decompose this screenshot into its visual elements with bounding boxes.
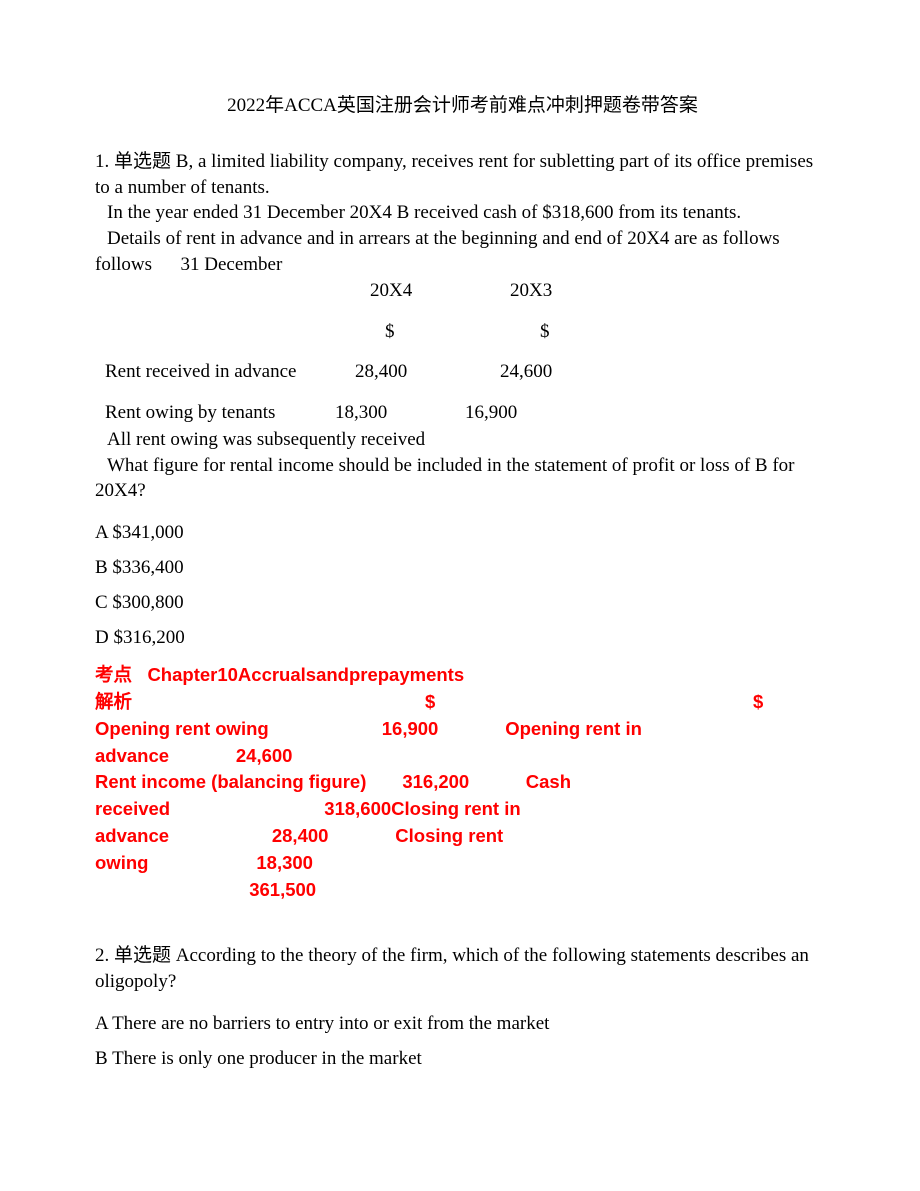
kaodian-line: 考点 Chapter10Accrualsandprepayments xyxy=(95,662,830,689)
q1-follows: follows xyxy=(95,254,181,275)
q1-option-c[interactable]: C $300,800 xyxy=(95,592,830,614)
q1-r2-label: Rent owing by tenants xyxy=(105,399,335,428)
q1-r2-c2: 16,900 xyxy=(455,399,585,428)
q1-stem1: B, a limited liability company, receives… xyxy=(95,151,813,198)
a2b: 24,600 xyxy=(236,745,293,766)
q2-option-b[interactable]: B There is only one producer in the mark… xyxy=(95,1048,830,1070)
q1-stem4: All rent owing was subsequently received xyxy=(95,427,830,453)
q1-prefix: 1. 单选题 xyxy=(95,151,176,172)
a2a: advance xyxy=(95,745,169,766)
q1-r1-c2: 24,600 xyxy=(475,358,620,387)
a3a: Rent income (balancing figure) xyxy=(95,771,366,792)
q1-r1-c1: 28,400 xyxy=(335,358,475,387)
answer-block: 考点 Chapter10Accrualsandprepayments 解析 $ … xyxy=(95,662,830,903)
a-line6: owing 18,300 xyxy=(95,850,830,877)
q1-stem5: What figure for rental income should be … xyxy=(95,453,830,504)
a-line4: received 318,600Closing rent in xyxy=(95,796,830,823)
a6a: owing xyxy=(95,852,148,873)
a1b: 16,900 xyxy=(382,718,439,739)
q1-cur2: $ xyxy=(505,318,660,347)
q1-currency-row: $ $ xyxy=(105,318,830,347)
a-line5: advance 28,400 Closing rent xyxy=(95,823,830,850)
q1-row2: Rent owing by tenants 18,300 16,900 xyxy=(105,399,830,428)
q1-h2: 20X3 xyxy=(490,277,630,306)
q1-table-header: 20X4 20X3 xyxy=(105,277,830,306)
q1-stem3b: 31 December xyxy=(181,254,283,275)
a3c: Cash xyxy=(526,771,571,792)
q1-stem3-wrap: Details of rent in advance and in arrear… xyxy=(95,226,830,252)
blank1 xyxy=(105,277,335,306)
q1-r2-c1: 18,300 xyxy=(335,399,455,428)
q1-option-d[interactable]: D $316,200 xyxy=(95,627,830,649)
q1-stem3b-wrap: follows 31 December xyxy=(95,252,830,278)
a4b: 318,600 xyxy=(324,798,391,819)
a1c: Opening rent in xyxy=(505,718,642,739)
q1-r1-label: Rent received in advance xyxy=(105,358,335,387)
q1-stem: 1. 单选题 B, a limited liability company, r… xyxy=(95,149,830,200)
q1-option-a[interactable]: A $341,000 xyxy=(95,522,830,544)
blank2 xyxy=(105,318,335,347)
dollar1: $ xyxy=(425,689,753,716)
q1-h1: 20X4 xyxy=(335,277,490,306)
q1-cur1: $ xyxy=(335,318,505,347)
q1-row1: Rent received in advance 28,400 24,600 xyxy=(105,358,830,387)
kaodian-label: 考点 xyxy=(95,664,132,685)
a-line2: advance 24,600 xyxy=(95,743,830,770)
a5c: Closing rent xyxy=(395,825,503,846)
dollar2: $ xyxy=(753,689,763,716)
jiexi-header: 解析 $ $ xyxy=(95,689,830,716)
q2-option-a[interactable]: A There are no barriers to entry into or… xyxy=(95,1013,830,1035)
a5a: advance xyxy=(95,825,169,846)
a-line3: Rent income (balancing figure) 316,200 C… xyxy=(95,769,830,796)
a4c: Closing rent in xyxy=(391,798,521,819)
page-title: 2022年ACCA英国注册会计师考前难点冲刺押题卷带答案 xyxy=(95,90,830,117)
a3b: 316,200 xyxy=(402,771,469,792)
a-line1: Opening rent owing 16,900 Opening rent i… xyxy=(95,716,830,743)
q2-stem-text: According to the theory of the firm, whi… xyxy=(95,945,809,992)
q1-stem3: Details of rent in advance and in arrear… xyxy=(107,228,780,249)
a7: 361,500 xyxy=(249,879,316,900)
q2-stem: 2. 单选题 According to the theory of the fi… xyxy=(95,943,830,994)
q1-stem2: In the year ended 31 December 20X4 B rec… xyxy=(95,200,830,226)
a1a: Opening rent owing xyxy=(95,718,269,739)
q2-prefix: 2. 单选题 xyxy=(95,945,176,966)
q1-option-b[interactable]: B $336,400 xyxy=(95,557,830,579)
a4a: received xyxy=(95,798,170,819)
a-line7: 361,500 xyxy=(95,877,830,904)
jiexi-label: 解析 xyxy=(95,689,425,716)
kaodian-text: Chapter10Accrualsandprepayments xyxy=(147,664,464,685)
a5b: 28,400 xyxy=(272,825,329,846)
page: 2022年ACCA英国注册会计师考前难点冲刺押题卷带答案 1. 单选题 B, a… xyxy=(0,0,920,1191)
a6b: 18,300 xyxy=(256,852,313,873)
